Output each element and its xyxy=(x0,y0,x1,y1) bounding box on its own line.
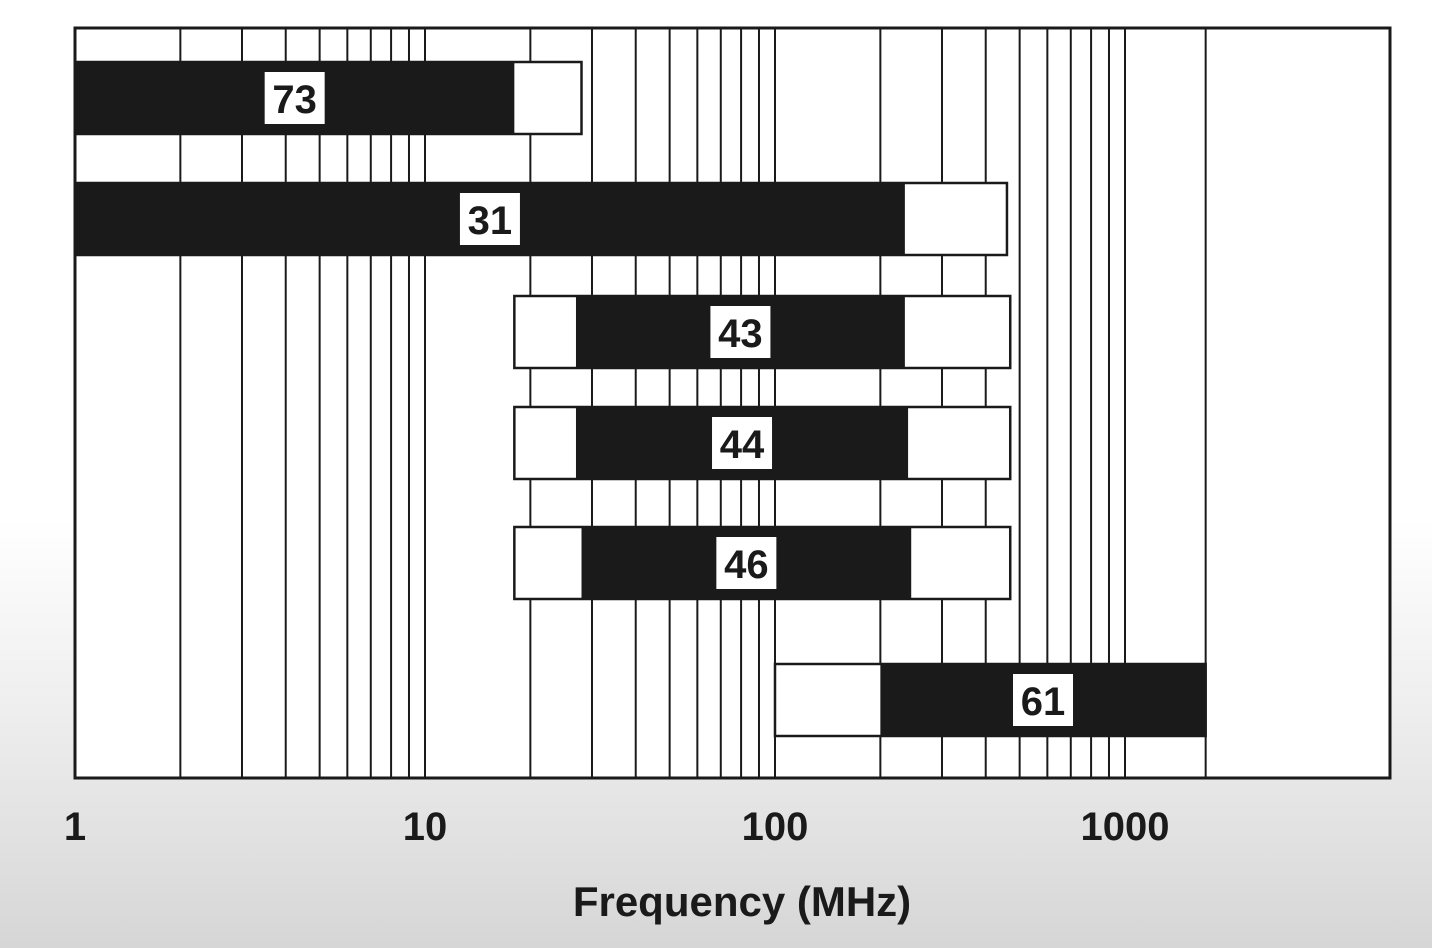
band-label: 43 xyxy=(718,312,763,356)
band-label-box xyxy=(1013,674,1074,726)
band-31: 31 xyxy=(73,181,1009,257)
plot-frame xyxy=(73,26,1392,780)
band-label: 44 xyxy=(720,423,765,467)
band-label-box xyxy=(264,72,325,124)
grid-lines xyxy=(179,28,1207,778)
x-tick-label: 1 xyxy=(64,805,86,849)
band-61: 61 xyxy=(773,662,1207,738)
band-label: 61 xyxy=(1021,680,1066,724)
band-label: 46 xyxy=(724,543,769,587)
band-label: 73 xyxy=(272,78,317,122)
x-tick-label: 10 xyxy=(403,805,448,849)
band-44: 44 xyxy=(513,405,1012,481)
x-tick-labels: 1 10 100 1000 xyxy=(64,805,1170,849)
band-label-box xyxy=(710,306,771,358)
plot-background xyxy=(75,28,1390,778)
band-bars: 73 31 43 44 46 61 xyxy=(73,60,1207,738)
band-label: 31 xyxy=(468,199,513,243)
band-label-box xyxy=(459,193,520,245)
band-label-box xyxy=(712,417,773,469)
band-46: 46 xyxy=(513,525,1012,601)
x-axis-title: Frequency (MHz) xyxy=(573,878,911,925)
x-tick-label: 1000 xyxy=(1081,805,1170,849)
band-43: 43 xyxy=(513,294,1012,370)
x-tick-label: 100 xyxy=(742,805,809,849)
band-73: 73 xyxy=(73,60,583,136)
band-label-box xyxy=(716,537,777,589)
